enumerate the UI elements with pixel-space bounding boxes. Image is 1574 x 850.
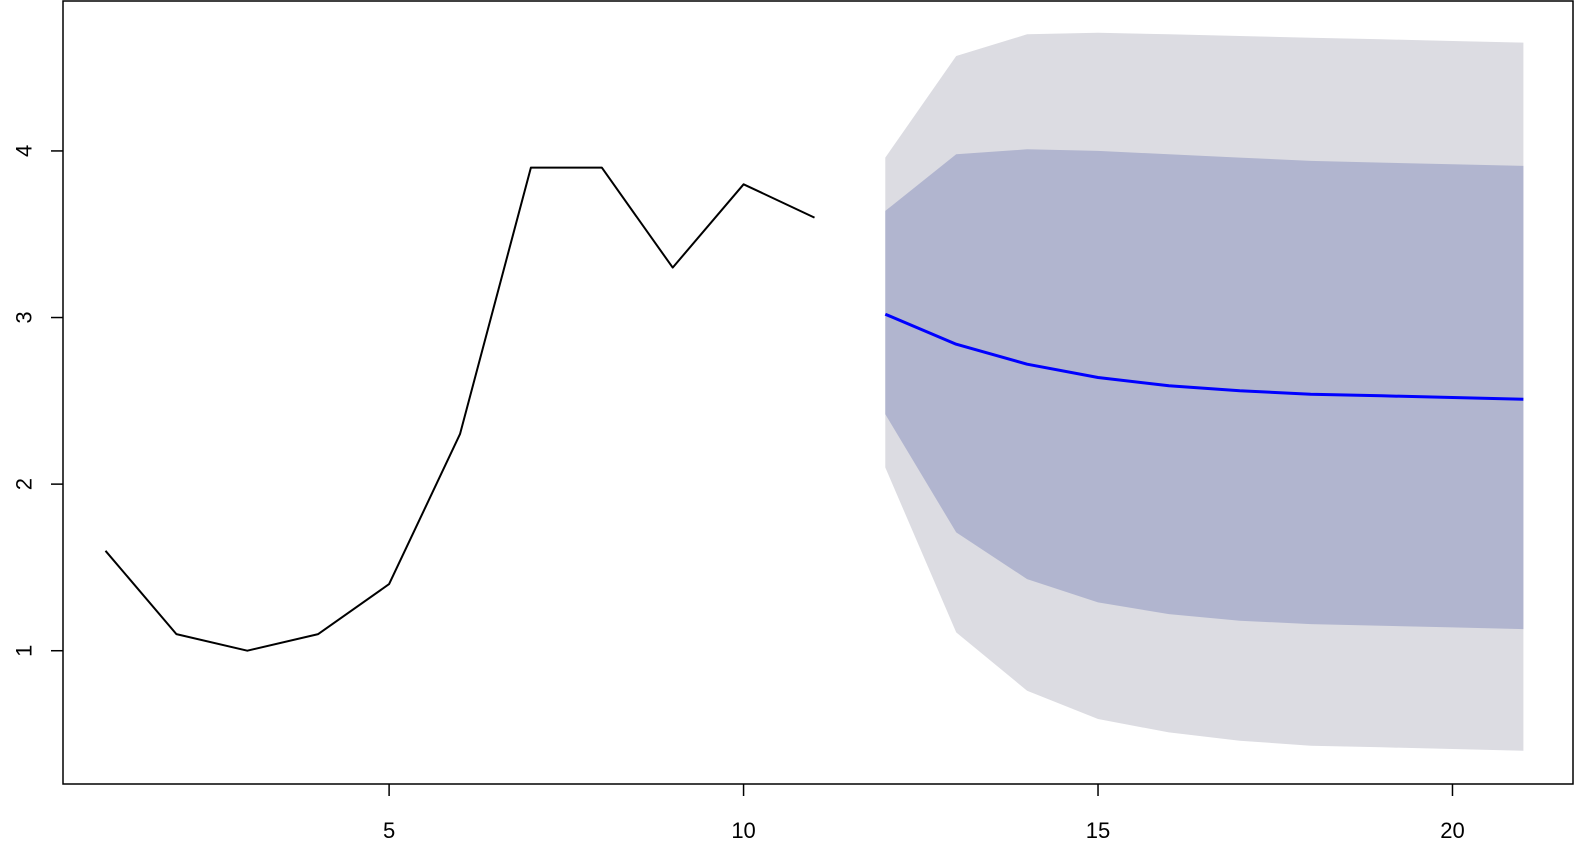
y-tick-label: 1 — [12, 645, 37, 657]
y-tick-label: 4 — [12, 145, 37, 157]
x-tick-label: 20 — [1440, 818, 1464, 843]
y-tick-label: 2 — [12, 478, 37, 490]
x-axis: 5 10 15 20 — [383, 784, 1465, 843]
y-axis: 1 2 3 4 — [12, 145, 63, 657]
y-tick-label: 3 — [12, 311, 37, 323]
x-tick-label: 5 — [383, 818, 395, 843]
x-tick-label: 15 — [1086, 818, 1110, 843]
plot-frame — [62, 0, 1574, 785]
interval-bands — [885, 32, 1524, 751]
series-lines — [104, 166, 1524, 652]
x-tick-label: 10 — [731, 818, 755, 843]
forecast-line — [884, 312, 1524, 401]
